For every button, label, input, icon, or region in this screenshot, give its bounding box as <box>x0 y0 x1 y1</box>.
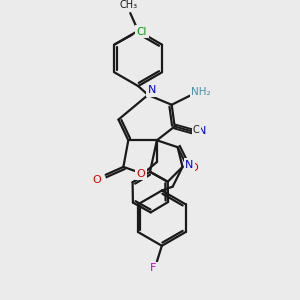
Text: O: O <box>137 169 146 179</box>
Text: F: F <box>150 263 156 274</box>
Text: O: O <box>92 175 101 185</box>
Text: N: N <box>185 160 194 170</box>
Text: C: C <box>193 125 200 135</box>
Text: CH₃: CH₃ <box>119 0 137 10</box>
Text: N: N <box>148 85 156 95</box>
Text: O: O <box>189 163 198 173</box>
Text: N: N <box>198 126 206 136</box>
Text: Cl: Cl <box>137 27 147 37</box>
Text: NH₂: NH₂ <box>191 87 211 97</box>
